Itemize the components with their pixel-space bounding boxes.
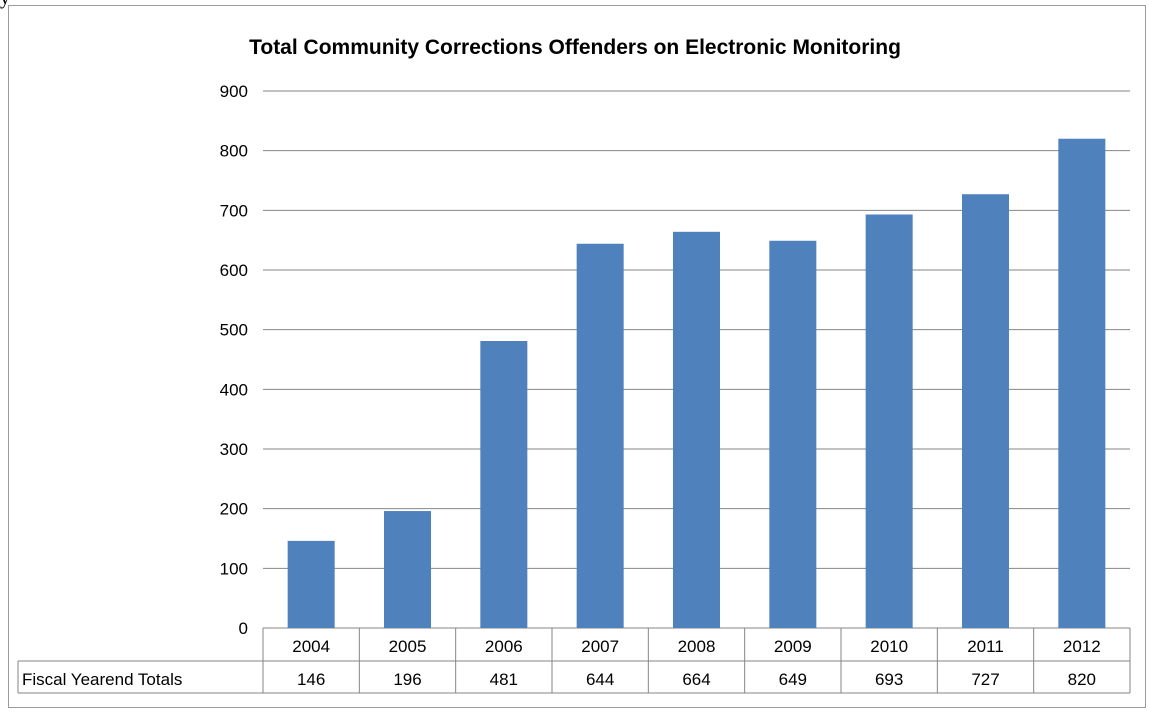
x-tick-label: 2006 [485, 637, 523, 656]
data-table-value: 664 [682, 670, 710, 689]
x-tick-label: 2007 [581, 637, 619, 656]
bar-2007 [576, 243, 624, 628]
data-table-value: 196 [393, 670, 421, 689]
data-table-value: 644 [586, 670, 614, 689]
bar-2009 [769, 240, 817, 628]
x-tick-label: 2012 [1063, 637, 1101, 656]
x-tick-label: 2004 [292, 637, 330, 656]
y-tick-label: 500 [220, 321, 248, 340]
x-tick-label: 2005 [389, 637, 427, 656]
data-table-value: 820 [1068, 670, 1096, 689]
y-tick-label: 400 [220, 380, 248, 399]
data-table-value: 146 [297, 670, 325, 689]
data-table-value: 649 [779, 670, 807, 689]
bar-2006 [480, 341, 528, 628]
y-tick-label: 300 [220, 440, 248, 459]
y-tick-label: 800 [220, 142, 248, 161]
bar-2005 [384, 511, 431, 628]
data-table-value: 727 [971, 670, 999, 689]
clipped-text-fragment: y [0, 0, 10, 10]
y-tick-label: 700 [220, 201, 248, 220]
y-tick-label: 200 [220, 500, 248, 519]
data-table: 2004 146 2005 196 2006 481 2007 644 2008 664 2009 6… [17, 628, 1131, 694]
y-tick-label: 900 [220, 82, 248, 101]
y-axis: 0 100 200 300 400 500 600 700 800 900 [220, 82, 248, 638]
data-table-row-label: Fiscal Yearend Totals [22, 670, 182, 689]
chart-title: Total Community Corrections Offenders on… [249, 36, 901, 59]
y-tick-label: 0 [239, 619, 248, 638]
bars [287, 138, 1106, 628]
x-tick-label: 2008 [678, 637, 716, 656]
bar-2008 [673, 231, 720, 628]
bar-2012 [1058, 138, 1106, 628]
data-table-value: 693 [875, 670, 903, 689]
y-tick-label: 600 [220, 261, 248, 280]
x-tick-label: 2011 [967, 637, 1004, 656]
bar-2010 [865, 214, 913, 628]
data-table-value: 481 [490, 670, 518, 689]
bar-2004 [287, 540, 335, 628]
x-tick-label: 2009 [774, 637, 812, 656]
y-tick-label: 100 [220, 559, 248, 578]
bar-2011 [962, 194, 1009, 628]
x-tick-label: 2010 [870, 637, 908, 656]
